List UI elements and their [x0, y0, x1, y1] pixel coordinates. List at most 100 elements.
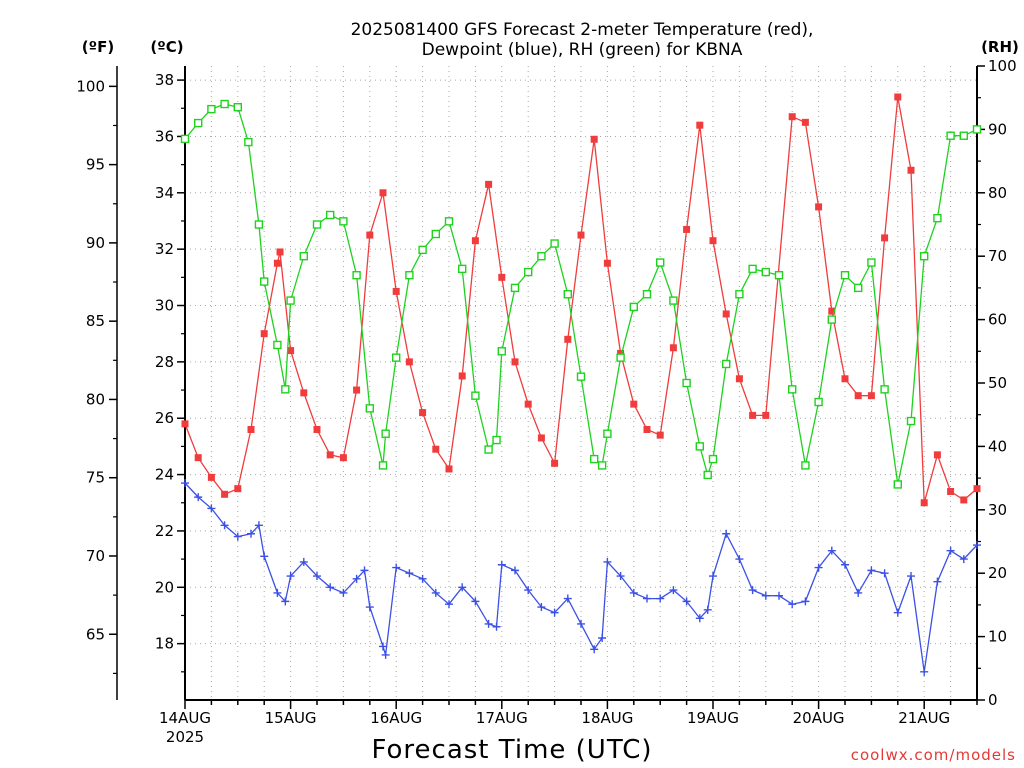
dewpoint-point — [497, 560, 506, 569]
rh-point — [867, 258, 876, 267]
rh-point — [761, 267, 770, 277]
rh-tick-label: 0 — [988, 691, 998, 709]
dewpoint-point — [360, 566, 369, 575]
rh-point — [629, 302, 638, 312]
temperature-point — [815, 203, 823, 211]
dewpoint-point — [550, 608, 559, 617]
x-tick-label: 17AUG — [476, 709, 528, 727]
rh-point — [946, 131, 955, 140]
temperature-point — [524, 400, 532, 408]
rh-point — [233, 103, 243, 112]
dewpoint-point — [643, 594, 651, 603]
dewpoint-point — [471, 597, 480, 606]
chart-title: 2025081400 GFS Forecast 2-meter Temperat… — [351, 20, 814, 60]
rh-point — [722, 359, 731, 369]
grid — [185, 66, 977, 700]
temperature-point — [881, 234, 889, 242]
dewpoint-point — [273, 588, 282, 597]
dewpoint-point — [220, 521, 229, 530]
dewpoint-point — [492, 622, 501, 631]
rh-point — [880, 385, 889, 394]
temperature-point — [221, 490, 229, 498]
dewpoint-point — [281, 597, 290, 606]
rh-point — [603, 429, 612, 438]
celsius-tick-label: 22 — [155, 522, 174, 540]
rh-point — [365, 404, 374, 413]
dewpoint-point — [598, 634, 607, 643]
rh-tick-label: 70 — [988, 247, 1007, 265]
rh-point — [207, 104, 216, 114]
fahrenheit-tick-label: 100 — [76, 77, 105, 95]
temperature-point — [247, 425, 255, 433]
temperature-point — [788, 113, 796, 121]
rh-point — [695, 442, 704, 451]
temperature-point — [828, 307, 836, 315]
dewpoint-point — [431, 588, 440, 597]
fahrenheit-unit-label: (ºF) — [82, 38, 114, 56]
dewpoint-point — [458, 583, 467, 592]
temperature-point — [353, 386, 361, 394]
fahrenheit-tick-label: 75 — [86, 469, 105, 487]
rh-point — [193, 118, 203, 128]
dewpoint-point — [181, 479, 189, 488]
rh-point — [550, 239, 559, 248]
temperature-point — [656, 431, 664, 439]
temperature-point — [339, 454, 347, 462]
dewpoint-point — [748, 586, 757, 595]
dewpoint-point — [703, 605, 712, 614]
x-tick-label: 20AUG — [793, 709, 845, 727]
dewpoint-point — [365, 603, 374, 612]
temperature-point — [276, 248, 284, 256]
rh-point — [682, 378, 691, 388]
rh-point — [286, 296, 295, 305]
dewpoint-point — [326, 583, 335, 592]
rh-point — [405, 271, 414, 280]
temperature-point — [432, 445, 440, 453]
dewpoint-point — [379, 642, 387, 651]
temperature-point — [326, 451, 334, 459]
rh-point — [484, 445, 493, 454]
rh-point — [537, 251, 546, 261]
temperature-point — [722, 310, 730, 318]
rh-point — [642, 290, 652, 299]
rh-point — [827, 315, 836, 324]
dewpoint-point — [841, 560, 849, 569]
x-tick-sublabel: 2025 — [166, 728, 204, 746]
fahrenheit-tick-label: 95 — [86, 156, 105, 174]
dewpoint-point — [603, 557, 612, 566]
rh-point — [497, 347, 506, 356]
rh-point — [510, 283, 520, 293]
dewpoint-line — [184, 482, 978, 672]
dewpoint-point — [445, 600, 453, 609]
rh-point — [254, 220, 264, 229]
dewpoint-point — [247, 529, 255, 538]
dewpoint-point — [260, 552, 269, 561]
temperature-point — [933, 451, 941, 459]
rh-point — [748, 264, 757, 274]
x-tick-label: 18AUG — [581, 709, 633, 727]
dewpoint-point — [299, 557, 308, 566]
celsius-tick-label: 28 — [155, 353, 174, 371]
rh-point — [933, 213, 942, 223]
dewpoint-point — [669, 586, 678, 595]
temperature-point — [762, 411, 770, 419]
dewpoint-point — [313, 572, 321, 581]
temperature-point — [511, 358, 519, 366]
dewpoint-point — [735, 555, 744, 564]
rh-point — [840, 271, 850, 280]
x-tick-label: 14AUG — [159, 709, 211, 727]
dewpoint-point — [590, 645, 599, 654]
celsius-tick-label: 18 — [155, 635, 174, 653]
dewpoint-point — [233, 532, 242, 541]
temperature-point — [207, 473, 215, 481]
dewpoint-point — [418, 574, 427, 583]
rh-point — [656, 258, 665, 267]
dewpoint-point — [827, 546, 836, 555]
rh-point — [471, 391, 480, 400]
temperature-point — [590, 135, 598, 143]
rh-tick-label: 40 — [988, 437, 1007, 455]
dewpoint-point — [761, 591, 770, 600]
x-tick-label: 16AUG — [370, 709, 422, 727]
